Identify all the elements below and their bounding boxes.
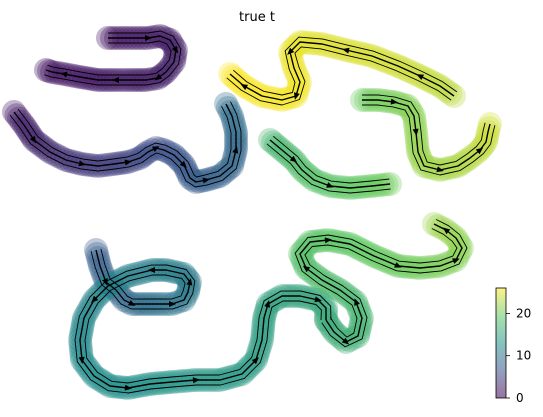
colorbar: 0 10 20	[495, 287, 531, 405]
stream-arrow	[112, 77, 119, 83]
stream-arrow	[151, 146, 160, 153]
colorbar-tick-label: 10	[516, 349, 531, 363]
stream-arrow	[145, 35, 152, 41]
stream-arrow	[169, 301, 176, 307]
stream-arrow	[60, 71, 68, 78]
stream-arrow	[324, 237, 332, 244]
stream-arrow	[232, 146, 239, 154]
stream-arrow	[202, 177, 210, 184]
scatter-points	[2, 24, 502, 400]
streamline	[304, 219, 468, 348]
stream-arrow	[302, 265, 311, 273]
streamline	[362, 94, 486, 166]
stream-arrow	[394, 262, 402, 268]
stream-arrow	[442, 227, 451, 235]
stream-arrow	[341, 337, 350, 345]
streamlines	[9, 30, 496, 394]
colorbar-frame	[495, 287, 507, 399]
colorbar-tick-label: 20	[516, 306, 531, 320]
streamline	[79, 249, 327, 389]
streamline	[229, 41, 455, 101]
streamline	[269, 139, 391, 189]
stream-arrow	[293, 92, 300, 100]
stream-arrow	[475, 147, 484, 155]
streamline	[266, 143, 391, 194]
stream-arrow	[342, 47, 350, 54]
streamline	[272, 135, 390, 184]
stream-arrow	[124, 384, 132, 391]
stream-arrow	[287, 47, 295, 55]
stream-arrow	[127, 299, 136, 306]
stream-arrow	[412, 128, 419, 136]
stream-arrow	[240, 84, 249, 91]
streamline	[84, 248, 332, 384]
stream-arrow	[179, 160, 187, 168]
streamline	[362, 104, 496, 176]
streamline	[294, 228, 458, 338]
stream-arrow	[148, 267, 155, 273]
stream-arrow	[251, 357, 259, 365]
streamline	[44, 30, 182, 86]
streamline	[362, 99, 491, 171]
colorbar-tick-label: 0	[516, 391, 524, 405]
stream-arrow	[314, 296, 322, 303]
colorbar-gradient	[496, 288, 506, 398]
stream-arrow	[78, 160, 86, 167]
streamline	[9, 101, 242, 188]
stream-arrow	[29, 135, 37, 144]
stream-arrow	[171, 45, 179, 54]
stream-arrow	[416, 74, 425, 81]
chart-title: true t	[239, 10, 275, 25]
stream-arrow	[326, 182, 334, 188]
stream-arrow	[186, 278, 193, 286]
stream-arrow	[390, 98, 398, 105]
stream-arrow	[124, 159, 132, 166]
stream-arrow	[289, 155, 298, 163]
stream-arrow	[354, 298, 360, 306]
streamline	[13, 103, 237, 183]
stream-arrow	[452, 258, 460, 264]
streamline	[233, 36, 458, 96]
stream-arrow	[78, 356, 85, 364]
stream-arrow	[91, 295, 99, 303]
streamline	[226, 46, 452, 106]
streamline	[17, 105, 232, 178]
colorbar-ticks: 0 10 20	[506, 306, 531, 405]
streamline	[299, 223, 463, 343]
streamline	[47, 40, 172, 76]
stream-arrow	[436, 166, 444, 173]
stream-arrow	[264, 300, 271, 308]
stream-arrow	[154, 73, 163, 81]
streamline	[74, 251, 322, 394]
stream-arrow	[192, 377, 200, 384]
